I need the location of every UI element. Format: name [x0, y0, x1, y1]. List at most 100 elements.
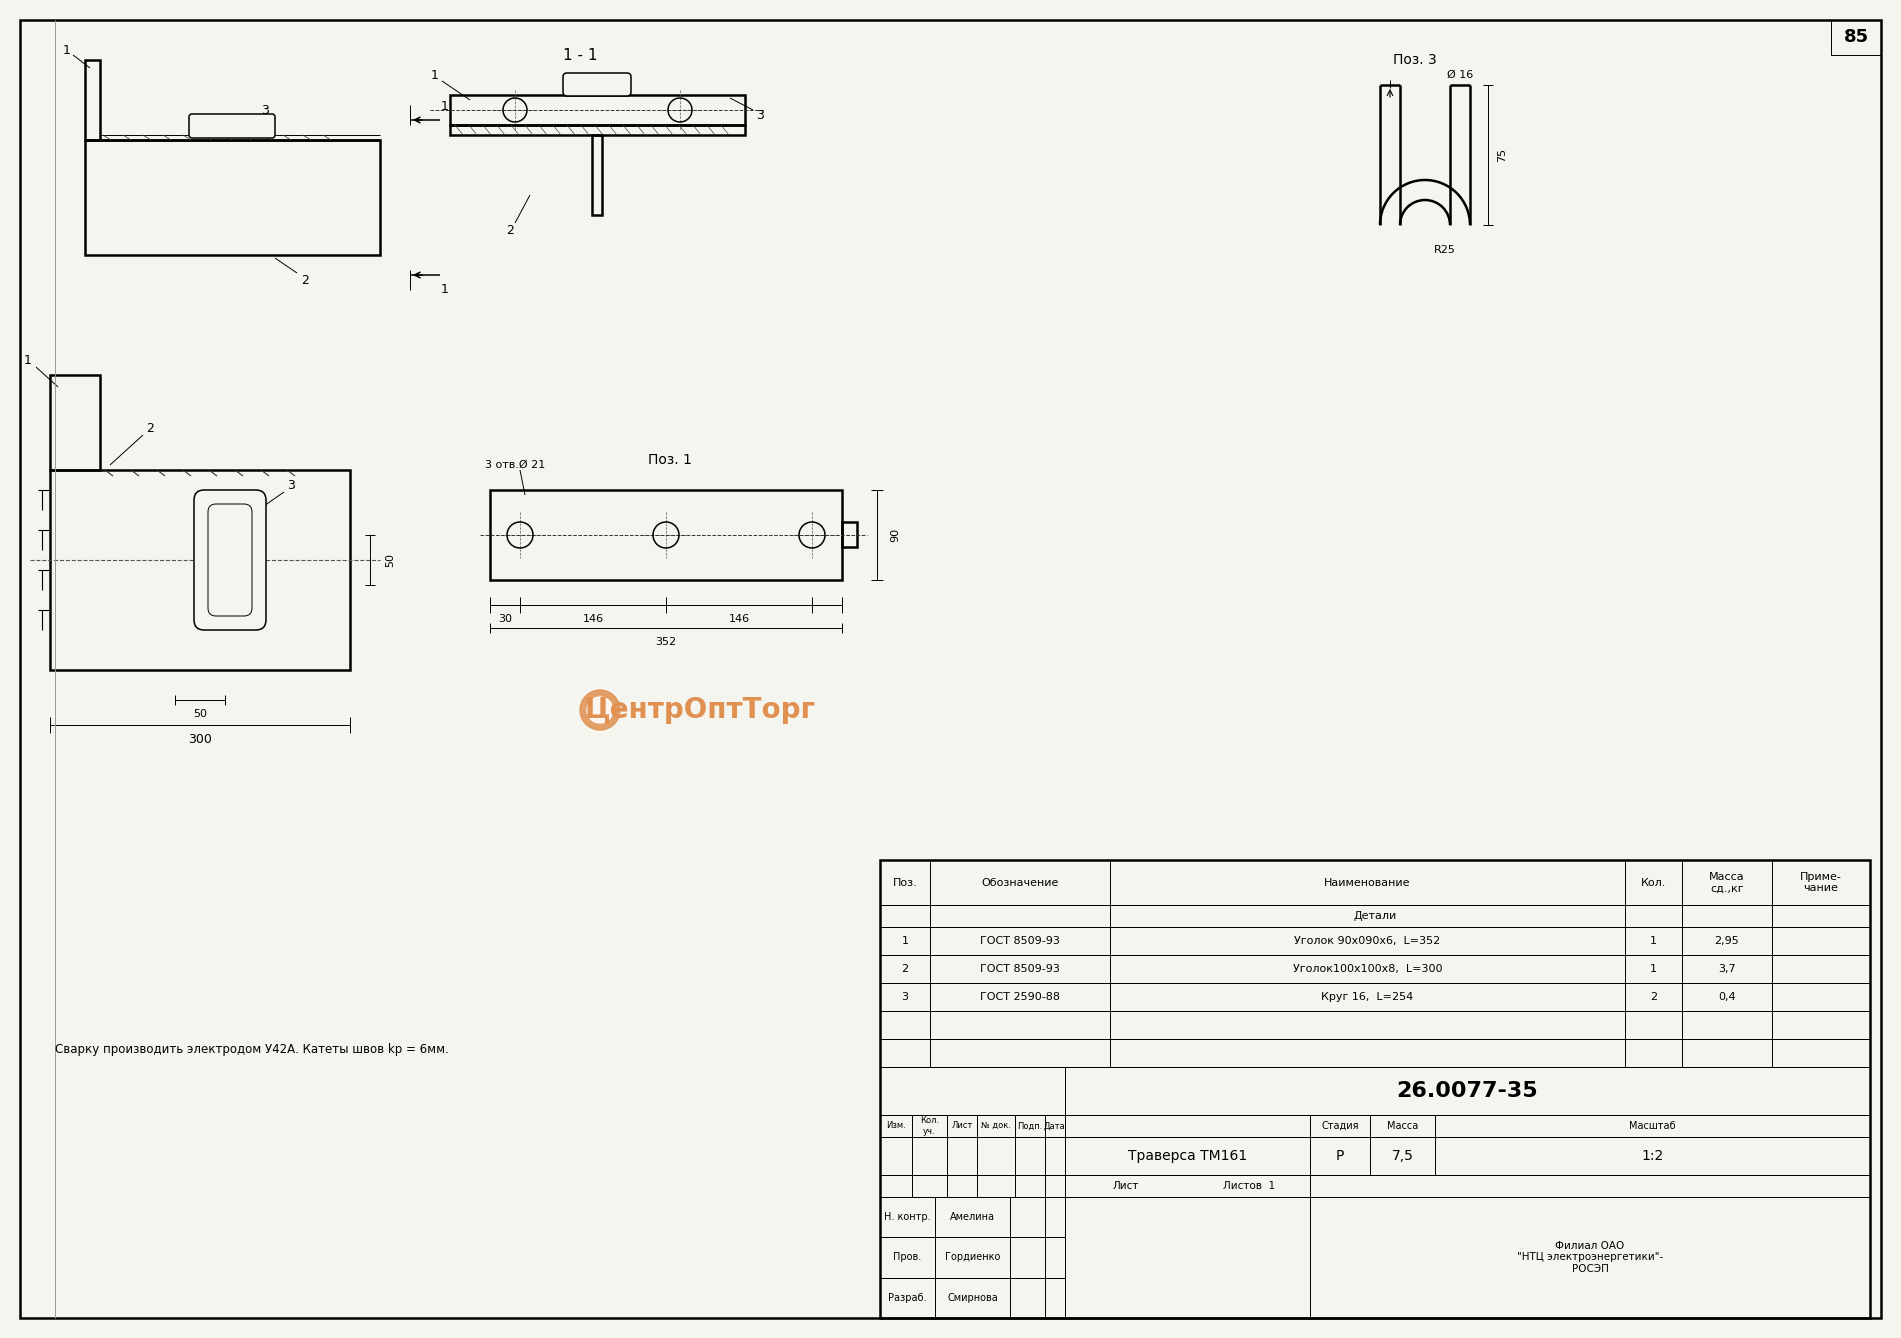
Bar: [880, 927, 1871, 955]
Bar: [86, 60, 101, 140]
Text: 146: 146: [582, 614, 603, 624]
Bar: [1065, 1066, 1871, 1115]
Text: ЦентрОптТорг: ЦентрОптТорг: [584, 696, 816, 724]
Text: 3: 3: [901, 991, 909, 1002]
Text: 2: 2: [1650, 991, 1658, 1002]
Text: 1: 1: [432, 68, 439, 82]
Text: Масса
сд.,кг: Масса сд.,кг: [1709, 871, 1745, 894]
Text: Масса: Масса: [1388, 1121, 1418, 1131]
Circle shape: [587, 697, 612, 723]
Text: Уголок100х100х8,  L=300: Уголок100х100х8, L=300: [1293, 963, 1443, 974]
Bar: [880, 1238, 1065, 1278]
Text: Р: Р: [1336, 1149, 1344, 1163]
Text: Кол.: Кол.: [1641, 878, 1665, 887]
Text: Детали: Детали: [1354, 911, 1397, 921]
Bar: [1065, 1137, 1871, 1175]
Bar: [880, 860, 1871, 1318]
Text: 90: 90: [890, 529, 899, 542]
Text: Поз. 1: Поз. 1: [648, 454, 692, 467]
Text: 1: 1: [441, 99, 449, 112]
Text: 1: 1: [63, 44, 70, 56]
Text: Изм.: Изм.: [886, 1121, 907, 1131]
Bar: [880, 983, 1871, 1012]
Text: 50: 50: [386, 553, 395, 567]
Text: Листов  1: Листов 1: [1222, 1181, 1276, 1191]
Text: 2: 2: [146, 421, 154, 435]
Text: Ø 16: Ø 16: [1447, 70, 1473, 80]
Bar: [880, 1115, 1065, 1137]
Text: 3: 3: [287, 479, 295, 491]
Circle shape: [580, 690, 620, 731]
Text: 2: 2: [901, 963, 909, 974]
Text: 7,5: 7,5: [1392, 1149, 1414, 1163]
Text: Гордиенко: Гордиенко: [945, 1252, 1000, 1263]
Text: 26.0077-35: 26.0077-35: [1397, 1081, 1538, 1101]
Text: ГОСТ 2590-88: ГОСТ 2590-88: [981, 991, 1061, 1002]
Text: Поз.: Поз.: [893, 878, 918, 887]
Text: № док.: № док.: [981, 1121, 1011, 1131]
Text: 50: 50: [194, 709, 207, 719]
Text: Уголок 90х090х6,  L=352: Уголок 90х090х6, L=352: [1295, 937, 1441, 946]
Text: 30: 30: [498, 614, 511, 624]
Text: 2: 2: [506, 223, 513, 237]
Text: Пров.: Пров.: [893, 1252, 922, 1263]
Text: 0,4: 0,4: [1719, 991, 1736, 1002]
Bar: [451, 124, 745, 135]
Text: Приме-
чание: Приме- чание: [1800, 871, 1842, 894]
FancyBboxPatch shape: [563, 74, 631, 96]
Bar: [1065, 1175, 1871, 1198]
Text: Филиал ОАО
"НТЦ электроэнергетики"-
РОСЭП: Филиал ОАО "НТЦ электроэнергетики"- РОСЭ…: [1517, 1240, 1663, 1274]
Text: Лист: Лист: [1114, 1181, 1139, 1191]
Bar: [490, 490, 842, 579]
Bar: [1831, 20, 1880, 55]
Text: 3 отв.Ø 21: 3 отв.Ø 21: [485, 460, 546, 470]
Text: ГОСТ 8509-93: ГОСТ 8509-93: [981, 963, 1061, 974]
Bar: [591, 135, 603, 215]
Bar: [880, 1137, 1065, 1175]
Bar: [1065, 1198, 1871, 1318]
Text: 85: 85: [1844, 28, 1869, 45]
Text: 2,95: 2,95: [1715, 937, 1739, 946]
Text: 3: 3: [757, 108, 764, 122]
Text: 1: 1: [1650, 937, 1658, 946]
Text: 352: 352: [656, 637, 677, 648]
Bar: [880, 1175, 1065, 1198]
Text: Сварку производить электродом У42А. Катеты швов kр = 6мм.: Сварку производить электродом У42А. Кате…: [55, 1044, 449, 1057]
Text: 1: 1: [901, 937, 909, 946]
Text: 1:2: 1:2: [1641, 1149, 1663, 1163]
Bar: [1065, 1115, 1871, 1137]
Text: 1 - 1: 1 - 1: [563, 48, 597, 63]
Text: Разраб.: Разраб.: [888, 1293, 928, 1303]
Bar: [880, 1040, 1871, 1066]
FancyBboxPatch shape: [207, 504, 253, 615]
Bar: [880, 955, 1871, 983]
Text: R25: R25: [1433, 245, 1456, 256]
FancyBboxPatch shape: [188, 114, 276, 138]
Text: Лист: Лист: [950, 1121, 973, 1131]
Bar: [49, 470, 350, 670]
Bar: [49, 375, 101, 470]
Text: 1: 1: [1650, 963, 1658, 974]
Text: 3: 3: [260, 103, 268, 116]
Text: Дата: Дата: [1044, 1121, 1066, 1131]
Text: Траверса ТМ161: Траверса ТМ161: [1127, 1149, 1247, 1163]
FancyBboxPatch shape: [194, 490, 266, 630]
Bar: [880, 904, 1871, 927]
Text: 1: 1: [441, 282, 449, 296]
Text: 3,7: 3,7: [1719, 963, 1736, 974]
Bar: [880, 860, 1871, 904]
Bar: [880, 1066, 1065, 1115]
Text: Кол.
уч.: Кол. уч.: [920, 1116, 939, 1136]
Bar: [880, 1012, 1871, 1040]
Text: ГОСТ 8509-93: ГОСТ 8509-93: [981, 937, 1061, 946]
Bar: [451, 95, 745, 124]
Text: 300: 300: [188, 732, 211, 745]
Text: Масштаб: Масштаб: [1629, 1121, 1677, 1131]
Text: 2: 2: [300, 273, 310, 286]
Text: Подп.: Подп.: [1017, 1121, 1042, 1131]
Text: Обозначение: Обозначение: [981, 878, 1059, 887]
Text: 146: 146: [728, 614, 749, 624]
Text: Наименование: Наименование: [1325, 878, 1411, 887]
Text: 1: 1: [25, 353, 32, 367]
Text: Амелина: Амелина: [950, 1212, 994, 1222]
